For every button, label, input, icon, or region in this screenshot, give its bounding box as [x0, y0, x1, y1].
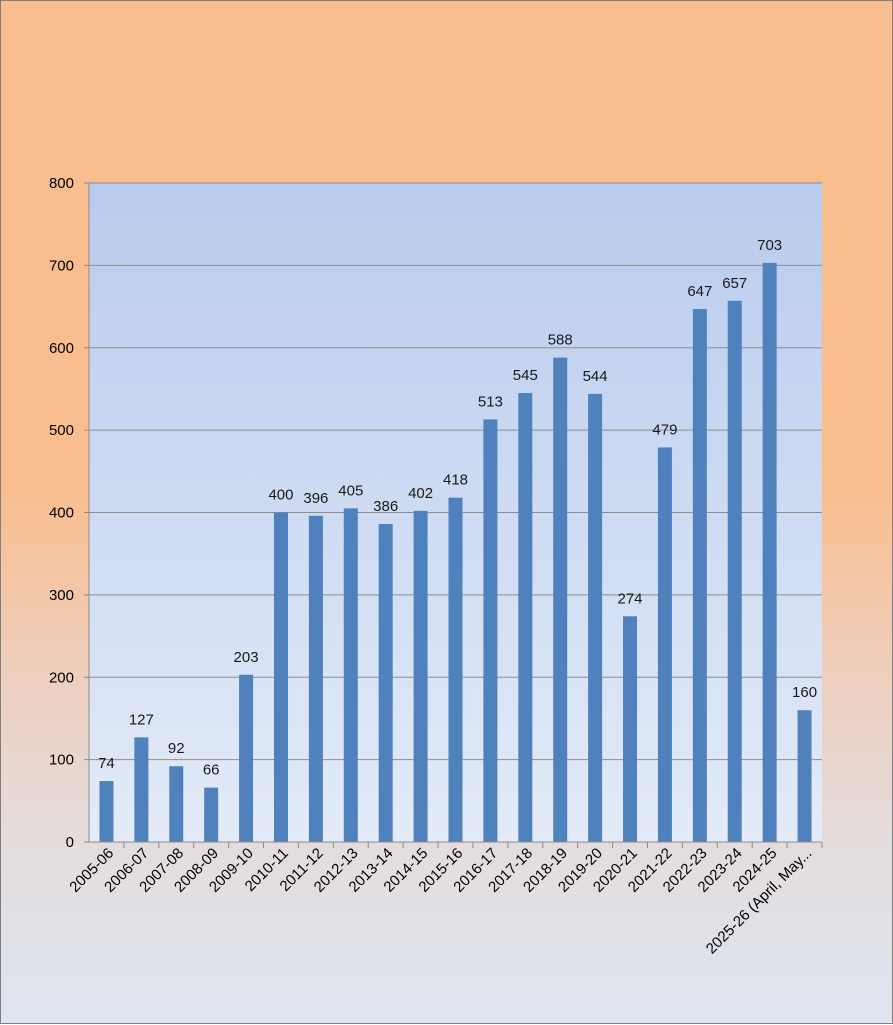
bar: [657, 447, 672, 842]
data-label: 400: [268, 487, 293, 504]
y-tick-label: 300: [49, 587, 74, 604]
bar: [553, 357, 568, 842]
y-tick-label: 200: [49, 669, 74, 686]
y-tick-label: 700: [49, 257, 74, 274]
y-tick-label: 600: [49, 340, 74, 357]
data-label: 274: [618, 590, 643, 607]
bar: [378, 524, 393, 842]
bar: [99, 781, 114, 842]
bar: [483, 419, 498, 842]
bar: [169, 766, 184, 842]
y-tick-label: 400: [49, 505, 74, 522]
y-tick-label: 100: [49, 752, 74, 769]
bar: [343, 508, 358, 842]
data-label: 588: [548, 332, 573, 349]
bar: [239, 674, 254, 842]
data-label: 386: [373, 498, 398, 515]
data-label: 418: [443, 472, 468, 489]
bar: [588, 393, 603, 842]
data-label: 66: [203, 762, 220, 779]
data-label: 92: [168, 740, 185, 757]
y-tick-label: 500: [49, 422, 74, 439]
data-label: 396: [303, 490, 328, 507]
bar: [134, 737, 149, 842]
data-label: 405: [338, 482, 363, 499]
bar: [204, 787, 219, 842]
data-label: 127: [129, 711, 154, 728]
bar: [518, 393, 533, 842]
bar: [727, 300, 742, 842]
bar: [797, 710, 812, 842]
data-label: 647: [687, 283, 712, 300]
data-label: 74: [98, 755, 115, 772]
y-tick-label: 0: [66, 834, 74, 851]
bar: [308, 515, 323, 842]
data-label: 203: [234, 649, 259, 666]
data-label: 545: [513, 367, 538, 384]
bar: [273, 512, 288, 842]
data-label: 657: [722, 275, 747, 292]
data-label: 160: [792, 684, 817, 701]
bar: [623, 616, 638, 842]
bar: [762, 262, 777, 842]
data-label: 544: [583, 368, 608, 385]
data-label: 513: [478, 393, 503, 410]
bar: [413, 510, 428, 842]
data-label: 703: [757, 237, 782, 254]
data-label: 402: [408, 485, 433, 502]
y-tick-label: 800: [49, 175, 74, 192]
bar: [692, 309, 707, 842]
data-label: 479: [652, 421, 677, 438]
bar: [448, 497, 463, 842]
